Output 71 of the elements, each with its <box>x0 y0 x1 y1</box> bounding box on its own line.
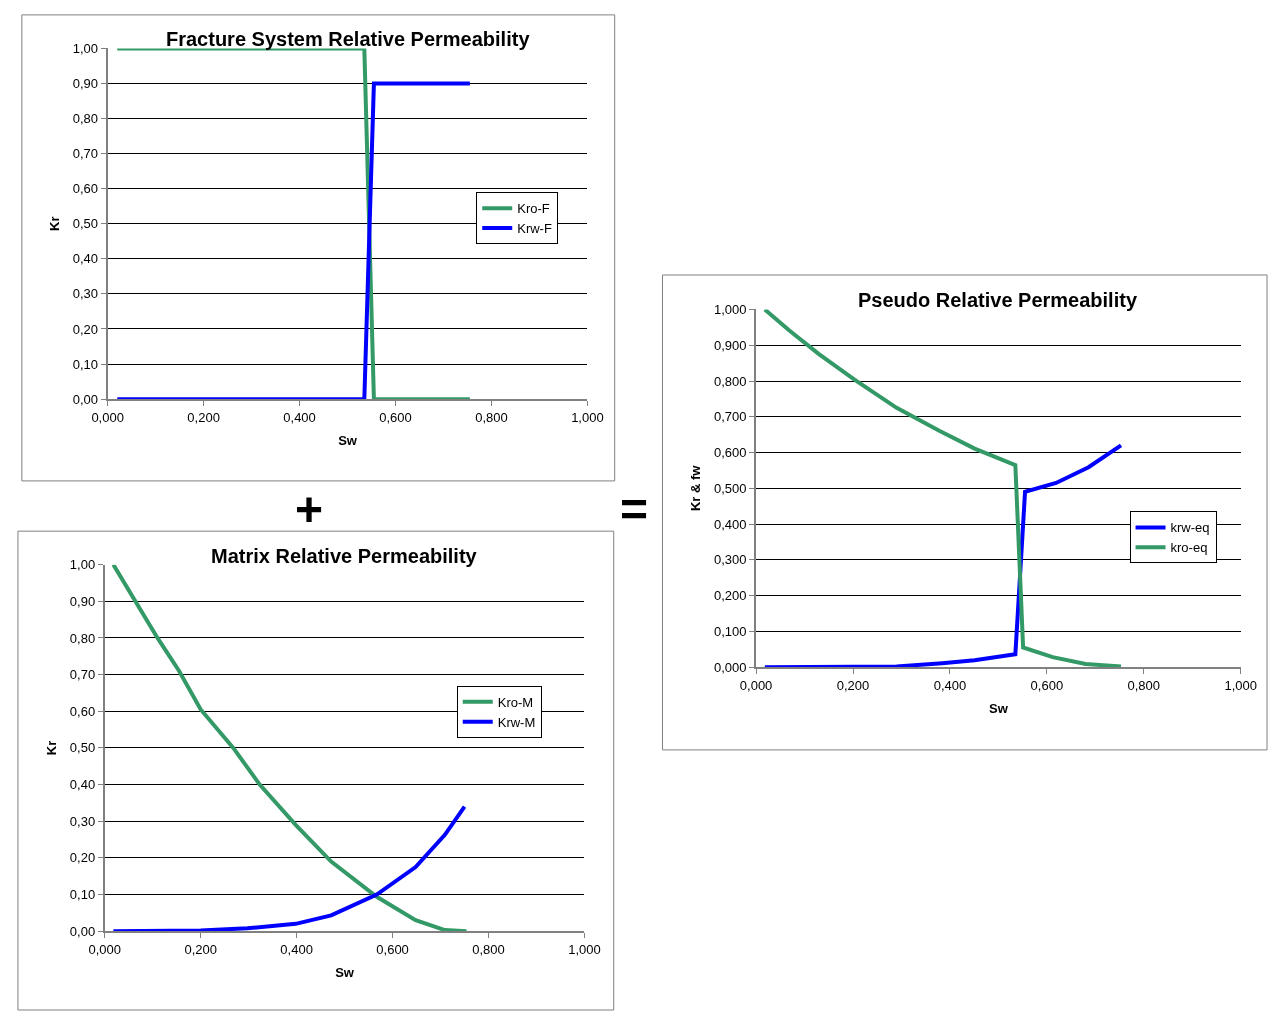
text: + <box>295 483 324 536</box>
x-tick-label: 1,000 <box>568 941 601 957</box>
y-tick-label: 0,500 <box>713 480 747 496</box>
x-tick-label: 0,000 <box>91 409 124 425</box>
chart-title: Matrix Relative Permeability <box>211 545 478 567</box>
y-tick-label: 0,70 <box>72 146 99 162</box>
y-tick-label: 0,30 <box>72 286 99 302</box>
x-axis-title: Sw <box>988 700 1009 716</box>
y-tick-label: 0,80 <box>72 111 99 127</box>
x-tick-label: 0,400 <box>933 677 967 693</box>
y-tick-label: 1,000 <box>713 302 747 318</box>
x-tick-label: 0,800 <box>475 409 508 425</box>
y-tick-label: 0,40 <box>72 251 99 267</box>
legend-label: kro-eq <box>1170 540 1208 556</box>
y-tick-label: 0,10 <box>72 356 99 372</box>
y-tick-label: 0,20 <box>69 850 96 866</box>
y-tick-label: 0,000 <box>713 659 747 675</box>
y-tick-label: 0,700 <box>713 409 747 425</box>
y-tick-label: 0,10 <box>69 887 96 903</box>
x-tick-label: 0,400 <box>283 409 316 425</box>
y-tick-label: 0,30 <box>69 813 96 829</box>
y-axis-title: Kr & fw <box>688 464 704 512</box>
chart-title: Fracture System Relative Permeability <box>166 28 531 50</box>
x-tick-label: 0,800 <box>1127 677 1161 693</box>
x-tick-label: 0,000 <box>739 677 773 693</box>
y-tick-label: 0,00 <box>69 923 96 939</box>
y-tick-label: 1,00 <box>69 557 96 573</box>
y-tick-label: 0,90 <box>72 76 99 92</box>
y-axis-title: Kr <box>44 740 60 756</box>
y-tick-label: 0,50 <box>69 740 96 756</box>
text: = <box>620 483 649 536</box>
x-tick-label: 0,600 <box>1030 677 1064 693</box>
x-tick-label: 1,000 <box>1224 677 1257 693</box>
y-tick-label: 0,900 <box>713 337 747 353</box>
y-tick-label: 0,400 <box>713 516 747 532</box>
legend-label: Krw-F <box>517 221 552 237</box>
chart-title: Pseudo Relative Permeability <box>858 289 1138 311</box>
y-tick-label: 0,40 <box>69 777 96 793</box>
y-tick-label: 0,70 <box>69 667 96 683</box>
x-axis-title: Sw <box>338 432 358 448</box>
line-series <box>762 309 1123 668</box>
y-tick-label: 0,60 <box>72 181 99 197</box>
y-tick-label: 0,600 <box>713 445 747 461</box>
x-tick-label: 0,200 <box>184 941 217 957</box>
y-axis-title: Kr <box>47 216 63 231</box>
legend-label: Kro-M <box>497 694 534 710</box>
y-tick-label: 0,300 <box>713 552 747 568</box>
y-tick-label: 0,60 <box>69 703 96 719</box>
y-tick-label: 0,100 <box>713 623 747 639</box>
y-tick-label: 0,800 <box>713 373 747 389</box>
x-tick-label: 0,800 <box>472 941 505 957</box>
x-tick-label: 0,000 <box>88 941 122 957</box>
x-tick-label: 0,200 <box>187 409 220 425</box>
x-tick-label: 1,000 <box>571 409 604 425</box>
legend-label: Kro-F <box>517 201 550 217</box>
y-tick-label: 1,00 <box>72 40 99 56</box>
y-tick-label: 0,80 <box>69 630 96 646</box>
x-axis-title: Sw <box>335 964 355 980</box>
x-tick-label: 0,400 <box>280 941 313 957</box>
y-tick-label: 0,00 <box>72 391 99 407</box>
x-tick-label: 0,600 <box>379 409 412 425</box>
y-tick-label: 0,90 <box>69 593 96 609</box>
line-series <box>111 804 467 932</box>
y-tick-label: 0,50 <box>72 216 99 232</box>
x-tick-label: 0,600 <box>376 941 409 957</box>
x-tick-label: 0,200 <box>836 677 870 693</box>
y-tick-label: 0,20 <box>72 321 99 337</box>
legend-label: Krw-M <box>497 714 536 730</box>
y-tick-label: 0,200 <box>713 588 747 604</box>
line-series <box>762 443 1123 668</box>
legend-label: krw-eq <box>1170 520 1210 536</box>
